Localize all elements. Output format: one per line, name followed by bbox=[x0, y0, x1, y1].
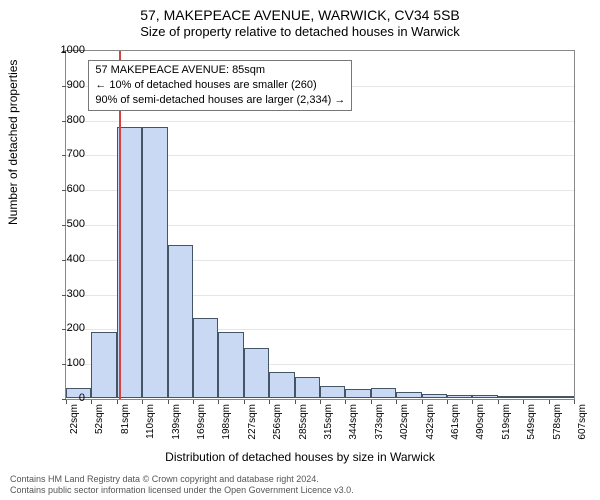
infobox-line-1: 57 MAKEPEACE AVENUE: 85sqm bbox=[95, 63, 345, 78]
chart-container: 57, MAKEPEACE AVENUE, WARWICK, CV34 5SB … bbox=[0, 0, 600, 500]
histogram-bar bbox=[168, 245, 193, 398]
x-tick bbox=[269, 400, 270, 404]
y-tick-label: 900 bbox=[45, 79, 85, 91]
histogram-bar bbox=[193, 318, 218, 398]
histogram-bar bbox=[218, 332, 243, 398]
footer-text: Contains HM Land Registry data © Crown c… bbox=[10, 474, 354, 497]
histogram-bar bbox=[244, 348, 269, 398]
x-tick bbox=[422, 400, 423, 404]
x-tick bbox=[193, 400, 194, 404]
histogram-bar bbox=[295, 377, 320, 398]
histogram-bar bbox=[472, 395, 497, 398]
y-tick-label: 600 bbox=[45, 183, 85, 195]
x-tick-label: 402sqm bbox=[399, 404, 410, 440]
y-tick-label: 200 bbox=[45, 322, 85, 334]
x-tick bbox=[244, 400, 245, 404]
histogram-bar bbox=[269, 372, 294, 398]
x-tick bbox=[371, 400, 372, 404]
x-tick-label: 256sqm bbox=[272, 404, 283, 440]
x-tick bbox=[218, 400, 219, 404]
histogram-bar bbox=[320, 386, 345, 398]
x-tick-label: 315sqm bbox=[323, 404, 334, 440]
gridline bbox=[66, 121, 574, 122]
histogram-bar bbox=[498, 396, 523, 398]
histogram-bar bbox=[345, 389, 370, 398]
x-tick-label: 490sqm bbox=[475, 404, 486, 440]
x-tick-label: 110sqm bbox=[145, 404, 156, 439]
histogram-bar bbox=[371, 388, 396, 398]
x-tick bbox=[549, 400, 550, 404]
page-subtitle: Size of property relative to detached ho… bbox=[0, 24, 600, 41]
x-tick bbox=[117, 400, 118, 404]
x-tick bbox=[345, 400, 346, 404]
x-tick-label: 227sqm bbox=[247, 404, 258, 440]
y-axis-label: Number of detached properties bbox=[6, 60, 20, 225]
y-tick-label: 800 bbox=[45, 114, 85, 126]
x-tick-label: 578sqm bbox=[552, 404, 563, 440]
infobox-line-3: 90% of semi-detached houses are larger (… bbox=[95, 93, 345, 108]
y-tick-label: 500 bbox=[45, 218, 85, 230]
footer-line-2: Contains public sector information licen… bbox=[10, 485, 354, 496]
x-tick-label: 432sqm bbox=[425, 404, 436, 440]
x-tick bbox=[498, 400, 499, 404]
x-tick bbox=[472, 400, 473, 404]
histogram-bar bbox=[422, 394, 447, 398]
x-tick-label: 169sqm bbox=[196, 404, 207, 440]
footer-line-1: Contains HM Land Registry data © Crown c… bbox=[10, 474, 354, 485]
x-tick bbox=[320, 400, 321, 404]
page-title: 57, MAKEPEACE AVENUE, WARWICK, CV34 5SB bbox=[0, 0, 600, 24]
x-tick-label: 22sqm bbox=[69, 404, 80, 434]
x-tick-label: 198sqm bbox=[221, 404, 232, 440]
x-axis-label: Distribution of detached houses by size … bbox=[0, 450, 600, 464]
y-tick-label: 700 bbox=[45, 148, 85, 160]
x-tick bbox=[91, 400, 92, 404]
histogram-bar bbox=[447, 395, 472, 398]
x-tick bbox=[142, 400, 143, 404]
y-tick-label: 400 bbox=[45, 253, 85, 265]
x-tick bbox=[168, 400, 169, 404]
histogram-bar bbox=[91, 332, 116, 398]
x-tick-label: 549sqm bbox=[526, 404, 537, 440]
x-tick-label: 607sqm bbox=[577, 404, 588, 440]
x-tick-label: 285sqm bbox=[298, 404, 309, 440]
y-tick-label: 1000 bbox=[45, 44, 85, 56]
histogram-bar bbox=[549, 396, 574, 398]
y-tick-label: 300 bbox=[45, 288, 85, 300]
info-box: 57 MAKEPEACE AVENUE: 85sqm← 10% of detac… bbox=[88, 60, 352, 111]
x-tick-label: 519sqm bbox=[501, 404, 512, 440]
x-tick bbox=[295, 400, 296, 404]
x-tick bbox=[447, 400, 448, 404]
x-tick-label: 139sqm bbox=[171, 404, 182, 440]
x-tick-label: 52sqm bbox=[94, 404, 105, 434]
x-tick bbox=[574, 400, 575, 404]
y-tick-label: 100 bbox=[45, 357, 85, 369]
histogram-bar bbox=[523, 396, 548, 398]
x-tick bbox=[396, 400, 397, 404]
x-tick bbox=[523, 400, 524, 404]
x-tick-label: 461sqm bbox=[450, 404, 461, 440]
infobox-line-2: ← 10% of detached houses are smaller (26… bbox=[95, 78, 345, 93]
x-tick-label: 81sqm bbox=[120, 404, 131, 434]
histogram-bar bbox=[396, 392, 421, 398]
histogram-bar bbox=[142, 127, 167, 398]
x-tick-label: 344sqm bbox=[348, 404, 359, 440]
y-tick-label: 0 bbox=[45, 392, 85, 404]
x-tick-label: 373sqm bbox=[374, 404, 385, 440]
